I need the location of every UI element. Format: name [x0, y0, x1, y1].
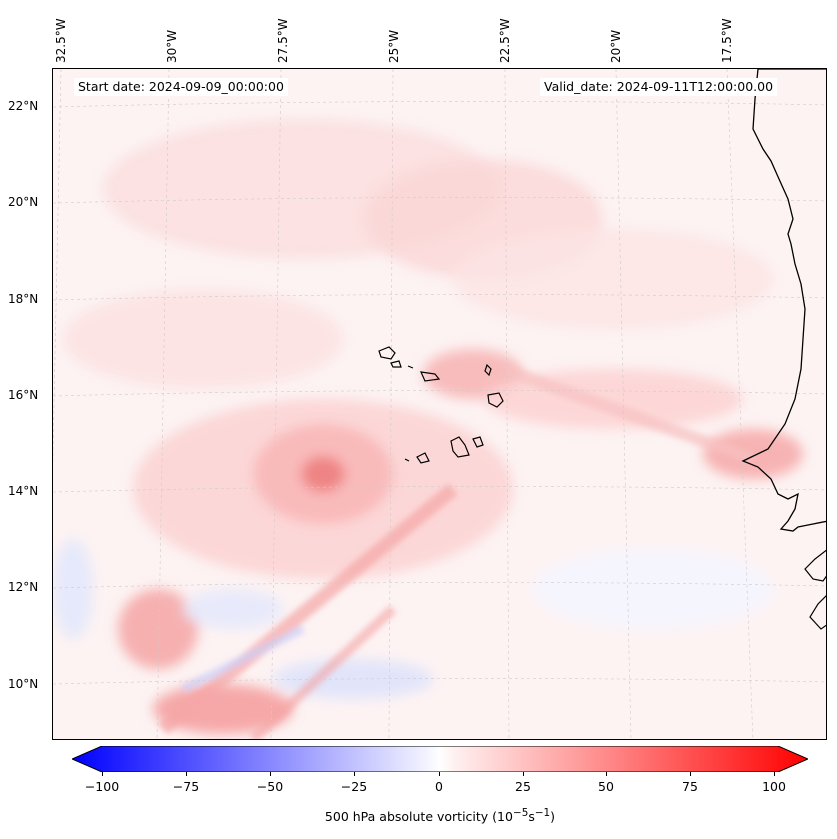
colorbar-tick-label: −50: [256, 779, 284, 794]
colorbar-tickmark: [354, 772, 355, 776]
colorbar: [72, 746, 808, 772]
lat-label: 20°N: [8, 195, 39, 209]
lon-label: 22.5°W: [498, 18, 512, 63]
colorbar-tickmark: [606, 772, 607, 776]
coastline-detail: [804, 549, 826, 582]
lat-label: 22°N: [8, 99, 39, 113]
colorbar-tick-label: 50: [598, 779, 614, 794]
colorbar-label-exponent: −5: [512, 807, 529, 819]
vorticity-field: [53, 69, 826, 739]
lat-label: 10°N: [8, 677, 39, 691]
vorticity-streaks: [158, 363, 756, 739]
colorbar-tick-label: −25: [340, 779, 368, 794]
colorbar-label-unit: s: [528, 809, 535, 825]
cape-verde-islands: [378, 346, 504, 464]
colorbar-tick-label: 75: [682, 779, 698, 794]
valid-date-label: Valid_date: 2024-09-11T12:00:00.00: [540, 78, 778, 96]
colorbar-tickmark: [690, 772, 691, 776]
colorbar-tick-label: −75: [172, 779, 200, 794]
lon-label: 20°W: [609, 29, 623, 63]
lat-label: 16°N: [8, 388, 39, 402]
start-date-label: Start date: 2024-09-09_00:00:00: [74, 78, 288, 96]
coastline-detail: [809, 595, 826, 630]
colorbar-tick-label: 25: [515, 779, 531, 794]
colorbar-tick-label: 0: [435, 779, 443, 794]
lat-label: 12°N: [8, 580, 39, 594]
lon-label: 32.5°W: [54, 18, 68, 63]
colorbar-label-text: 500 hPa absolute vorticity (10: [324, 809, 513, 825]
colorbar-tickmark: [102, 772, 103, 776]
lat-label: 14°N: [8, 484, 39, 498]
colorbar-label-end: ): [550, 809, 556, 825]
lon-label: 30°W: [165, 29, 179, 63]
map-panel[interactable]: [52, 68, 827, 740]
colorbar-label: 500 hPa absolute vorticity (10−5s−1): [0, 807, 837, 824]
lat-label: 18°N: [8, 292, 39, 306]
africa-coastline: [741, 69, 826, 532]
lon-label: 25°W: [387, 29, 401, 63]
colorbar-tickmark: [439, 772, 440, 776]
colorbar-tickmark: [270, 772, 271, 776]
colorbar-tickmark: [774, 772, 775, 776]
graticule: [53, 69, 826, 739]
lon-label: 17.5°W: [720, 18, 734, 63]
colorbar-tickmark: [523, 772, 524, 776]
vorticity-shading: [53, 119, 803, 734]
colorbar-tick-label: 100: [762, 779, 786, 794]
colorbar-label-exponent: −1: [534, 807, 551, 819]
colorbar-tick-label: −100: [84, 779, 120, 794]
colorbar-tickmark: [186, 772, 187, 776]
lon-label: 27.5°W: [276, 18, 290, 63]
